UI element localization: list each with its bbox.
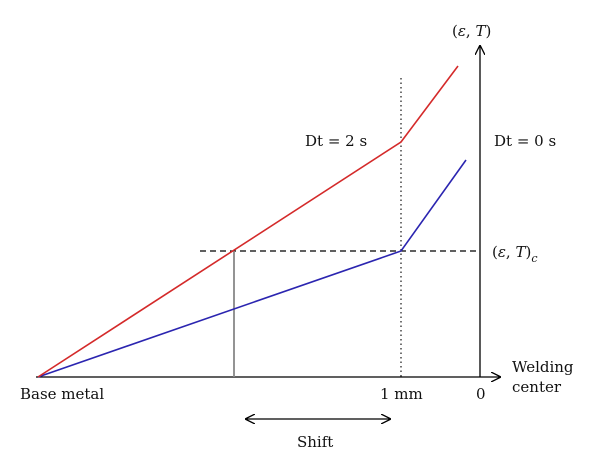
y-axis-label-sep: , <box>466 22 476 40</box>
critical-label-eps: ε <box>498 243 506 261</box>
dt2-curve <box>37 65 459 378</box>
dt2-label: Dt = 2 s <box>305 132 367 150</box>
x-axis-label-line2: center <box>512 378 562 396</box>
y-axis-label-eps: ε <box>458 22 466 40</box>
critical-label-t: T <box>515 243 526 261</box>
y-axis-label-t: T <box>475 22 486 40</box>
dt0-label: Dt = 0 s <box>494 132 556 150</box>
y-axis-label-close: ) <box>485 22 491 40</box>
critical-label: (ε, T)c <box>492 243 538 265</box>
critical-label-open: ( <box>492 243 498 261</box>
critical-label-sep: , <box>506 243 516 261</box>
x-axis-label-line1: Welding <box>512 358 574 376</box>
zero-label: 0 <box>476 385 486 403</box>
one-mm-label: 1 mm <box>380 385 423 403</box>
shift-label: Shift <box>297 433 333 451</box>
critical-label-sub: c <box>531 252 537 265</box>
base-metal-label: Base metal <box>20 385 104 403</box>
critical-label-close: ) <box>525 243 531 261</box>
dt0-curve <box>37 159 467 378</box>
y-axis-label-open: ( <box>452 22 458 40</box>
y-axis-label: (ε, T) <box>452 22 491 40</box>
